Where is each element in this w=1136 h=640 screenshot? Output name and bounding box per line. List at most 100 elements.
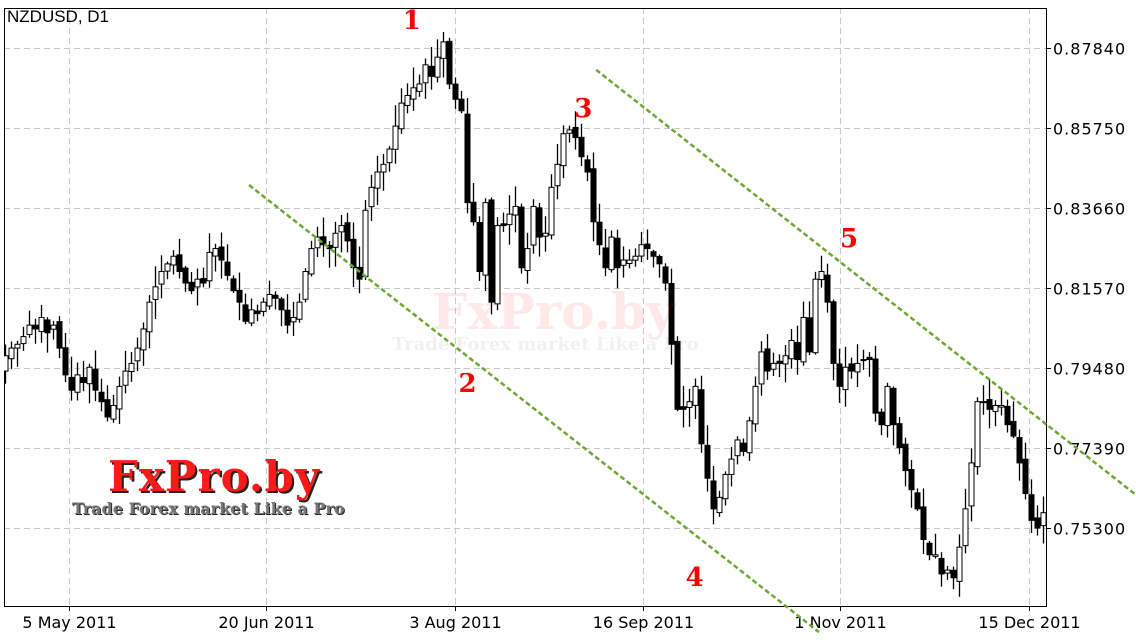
bull-candle	[998, 405, 1005, 408]
bull-candle	[800, 316, 807, 363]
bear-candle	[536, 207, 543, 238]
bull-candle	[620, 259, 627, 266]
bear-candle	[914, 492, 921, 510]
bull-candle	[338, 225, 345, 233]
bull-candle	[134, 347, 141, 362]
bear-candle	[590, 168, 597, 223]
bear-candle	[938, 557, 945, 575]
bull-candle	[20, 336, 27, 345]
y-tick-label: 0.83660	[1053, 200, 1126, 219]
bear-candle	[428, 65, 435, 77]
bull-candle	[758, 351, 765, 385]
bull-candle	[374, 171, 381, 189]
bear-candle	[1022, 458, 1029, 495]
bull-candle	[368, 186, 375, 208]
bull-candle	[122, 370, 129, 386]
bull-candle	[362, 209, 369, 278]
bull-candle	[854, 362, 861, 373]
bull-candle	[812, 278, 819, 354]
bull-candle	[716, 496, 723, 514]
bear-candle	[92, 368, 99, 391]
bull-candle	[386, 148, 393, 164]
bull-candle	[968, 462, 975, 507]
bull-candle	[38, 316, 45, 333]
bull-candle	[404, 94, 411, 106]
bull-candle	[302, 271, 309, 300]
bull-candle	[626, 259, 633, 264]
bear-candle	[776, 360, 783, 364]
bull-candle	[332, 232, 339, 248]
bear-candle	[878, 411, 885, 426]
bear-candle	[1010, 420, 1017, 437]
bull-candle	[410, 87, 417, 100]
bear-candle	[218, 246, 225, 261]
bull-candle	[152, 286, 159, 300]
bull-candle	[194, 278, 201, 288]
bear-candle	[278, 298, 285, 311]
bull-candle	[632, 255, 639, 261]
watermark-slogan: Trade Forex market Like a Pro	[72, 499, 345, 518]
bear-candle	[446, 40, 453, 85]
bull-candle	[608, 236, 615, 271]
bear-candle	[464, 113, 471, 204]
bull-candle	[50, 324, 57, 330]
bear-candle	[470, 201, 477, 223]
trendline	[595, 68, 1136, 497]
bull-candle	[944, 569, 951, 574]
bull-candle	[770, 362, 777, 370]
bull-candle	[746, 420, 753, 454]
bull-candle	[494, 225, 501, 305]
bear-candle	[224, 261, 231, 276]
wave-label: 5	[840, 224, 858, 254]
bear-candle	[896, 423, 903, 449]
chart-title: NZDUSD, D1	[7, 7, 110, 26]
watermark-faint-brand: FxPro.by	[432, 282, 676, 341]
bear-candle	[1004, 405, 1011, 426]
bull-candle	[296, 301, 303, 320]
bear-candle	[926, 542, 933, 556]
bull-candle	[992, 405, 999, 412]
bear-candle	[344, 222, 351, 242]
bull-candle	[422, 64, 429, 84]
bull-candle	[842, 366, 849, 391]
bear-candle	[476, 222, 483, 273]
bull-candle	[266, 294, 273, 307]
bull-candle	[728, 458, 735, 475]
bull-candle	[206, 251, 213, 282]
bull-candle	[158, 271, 165, 285]
bull-candle	[212, 248, 219, 257]
wave-label: 3	[574, 94, 592, 124]
bull-candle	[416, 83, 423, 92]
candles	[4, 31, 1046, 597]
bear-candle	[674, 340, 681, 410]
bull-candle	[128, 362, 135, 373]
bear-candle	[32, 324, 39, 330]
bear-candle	[866, 356, 873, 361]
y-tick-label: 0.81570	[1053, 280, 1126, 299]
bull-candle	[542, 232, 549, 237]
bear-candle	[44, 319, 51, 334]
bear-candle	[980, 401, 987, 404]
wave-label: 2	[459, 369, 477, 399]
bear-candle	[350, 238, 357, 269]
bear-candle	[272, 294, 279, 299]
bear-candle	[650, 251, 657, 257]
bull-candle	[548, 186, 555, 236]
bear-candle	[644, 243, 651, 250]
x-tick-label: 20 Jun 2011	[218, 613, 314, 632]
bear-candle	[704, 444, 711, 479]
bear-candle	[662, 266, 669, 284]
bull-candle	[398, 102, 405, 130]
trendline	[248, 184, 820, 634]
bear-candle	[578, 136, 585, 158]
bear-candle	[986, 399, 993, 410]
bull-candle	[380, 163, 387, 173]
bear-candle	[188, 281, 195, 292]
bear-candle	[656, 256, 663, 265]
bull-candle	[260, 301, 267, 312]
x-tick-label: 3 Aug 2011	[409, 613, 501, 632]
bear-candle	[920, 506, 927, 540]
bear-candle	[806, 317, 813, 353]
y-tick-label: 0.75300	[1053, 520, 1126, 539]
